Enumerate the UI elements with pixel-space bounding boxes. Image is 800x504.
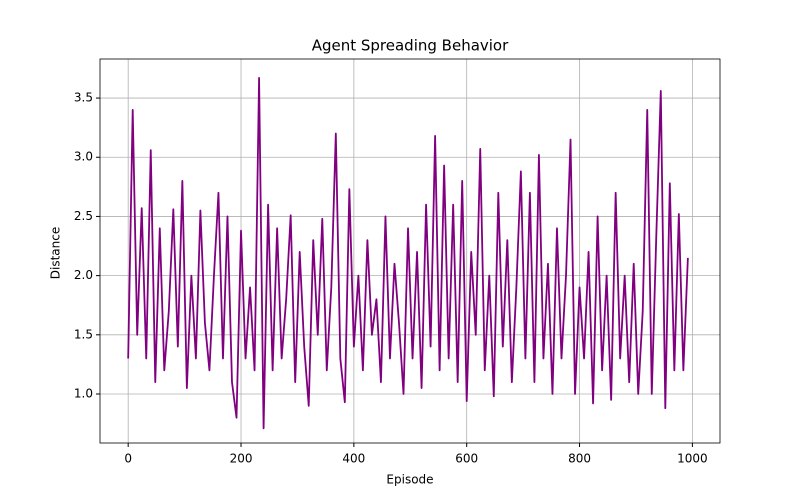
plot-frame — [99, 58, 721, 444]
x-tick-label: 600 — [455, 452, 478, 466]
x-tick-label: 800 — [568, 452, 591, 466]
y-tick-label: 2.0 — [74, 268, 93, 282]
y-tick-label: 2.5 — [74, 209, 93, 223]
chart-title: Agent Spreading Behavior — [312, 37, 509, 55]
x-axis-label: Episode — [386, 473, 433, 487]
y-tick-label: 3.5 — [74, 91, 93, 105]
x-tick-label: 400 — [342, 452, 365, 466]
y-tick-label: 1.0 — [74, 386, 93, 400]
x-tick-label: 1000 — [677, 452, 708, 466]
y-axis-label: Distance — [49, 227, 63, 279]
data-line — [127, 77, 689, 430]
x-tick-label: 0 — [124, 452, 132, 466]
y-tick-label: 3.0 — [74, 150, 93, 164]
y-tick-label: 1.5 — [74, 327, 93, 341]
x-tick-label: 200 — [230, 452, 253, 466]
